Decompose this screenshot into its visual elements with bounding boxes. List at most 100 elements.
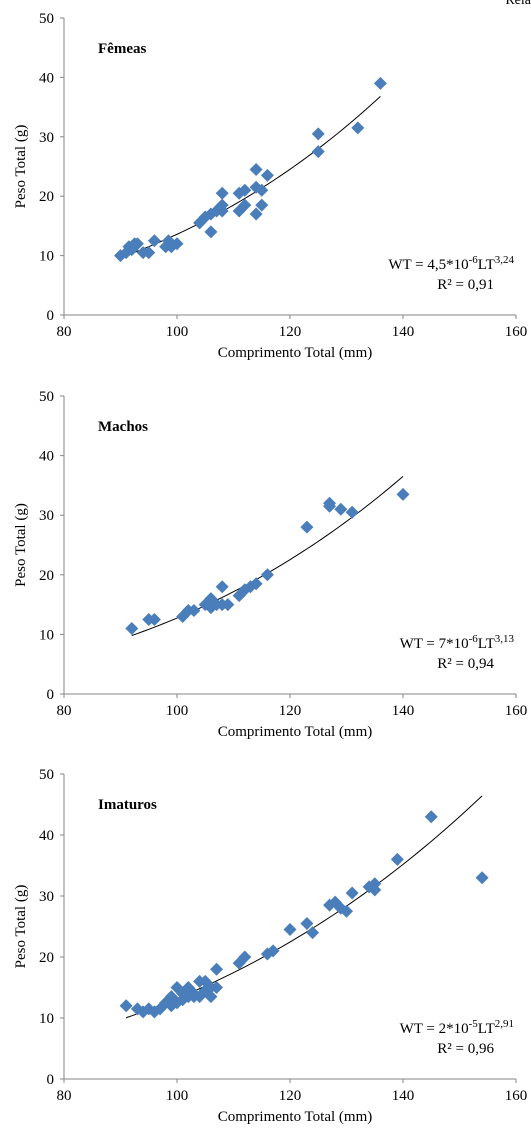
y-tick-label: 10 — [39, 627, 54, 643]
y-tick-label: 50 — [39, 767, 54, 783]
trend-equation: WT = 2*10-5LT2,91 — [400, 1018, 514, 1037]
y-tick-label: 30 — [39, 508, 54, 524]
r-squared: R² = 0,91 — [437, 277, 494, 293]
y-tick-label: 10 — [39, 1011, 54, 1027]
equation-prefix: WT = 2*10 — [400, 1021, 469, 1037]
data-point — [311, 145, 325, 159]
chart-3: 0 10 20 30 40 50 80 100 120 140 160 Comprimento Tot… — [13, 767, 527, 1125]
y-tick-label: 20 — [39, 950, 54, 966]
equation-mid: LT — [478, 257, 495, 273]
y-tick-label: 40 — [39, 449, 54, 465]
data-point — [221, 598, 235, 612]
y-tick-label: 50 — [39, 11, 54, 27]
data-point — [142, 246, 156, 260]
data-point — [255, 183, 269, 197]
data-point — [170, 237, 184, 251]
x-tick-label: 160 — [505, 324, 528, 340]
data-point — [323, 496, 337, 510]
y-axis-label: Peso Total (g) — [13, 503, 29, 587]
data-point — [368, 877, 382, 891]
series-points — [125, 487, 410, 635]
data-point — [396, 487, 410, 501]
x-tick-label: 80 — [57, 324, 72, 340]
equation-exp1: -6 — [469, 633, 479, 645]
y-tick-label: 30 — [39, 889, 54, 905]
x-tick-label: 80 — [57, 1088, 72, 1104]
equation-mid: LT — [478, 636, 495, 652]
data-point — [215, 204, 229, 218]
data-point — [351, 121, 365, 135]
data-point — [187, 604, 201, 618]
data-point — [249, 162, 263, 176]
chart-2: 0 10 20 30 40 50 80 100 120 140 160 Comprimento Tot… — [13, 389, 527, 740]
data-point — [283, 923, 297, 937]
data-point — [300, 520, 314, 534]
x-axis-label: Comprimento Total (mm) — [218, 345, 373, 361]
corner-text: Rela — [505, 0, 531, 8]
y-tick-label: 0 — [47, 687, 55, 703]
series-points — [119, 810, 489, 1019]
data-point — [215, 580, 229, 594]
y-tick-label: 10 — [39, 249, 54, 265]
x-tick-label: 160 — [505, 703, 528, 719]
chart-1: 0 10 20 30 40 50 80 100 120 140 160 Comprimento Tot… — [13, 11, 527, 361]
y-tick-label: 0 — [47, 308, 55, 324]
x-tick-label: 160 — [505, 1088, 528, 1104]
equation-exp2: 2,91 — [495, 1018, 514, 1030]
y-axis-label: Peso Total (g) — [13, 885, 29, 969]
equation-mid: LT — [478, 1021, 495, 1037]
data-point — [345, 505, 359, 519]
data-point — [238, 183, 252, 197]
data-point — [210, 962, 224, 976]
data-point — [340, 904, 353, 918]
r-squared: R² = 0,94 — [437, 656, 494, 672]
x-tick-label: 120 — [279, 703, 302, 719]
data-point — [238, 198, 252, 212]
panel-label: Fêmeas — [98, 41, 146, 57]
y-tick-label: 30 — [39, 130, 54, 146]
data-point — [311, 127, 325, 141]
y-tick-label: 40 — [39, 70, 54, 86]
data-point — [306, 926, 320, 940]
equation-prefix: WT = 7*10 — [400, 636, 469, 652]
trend-equation: WT = 7*10-6LT3,13 — [400, 633, 515, 652]
data-point — [373, 76, 387, 90]
data-point — [255, 198, 269, 212]
x-tick-label: 80 — [57, 703, 72, 719]
data-point — [345, 886, 359, 900]
x-tick-label: 140 — [392, 703, 415, 719]
data-point — [204, 990, 218, 1004]
data-point — [266, 944, 280, 958]
data-point — [125, 621, 139, 635]
y-tick-label: 0 — [47, 1072, 55, 1088]
trendline — [120, 96, 381, 259]
data-point — [249, 207, 263, 221]
data-point — [130, 237, 144, 251]
x-tick-label: 100 — [166, 324, 189, 340]
x-tick-label: 120 — [279, 1088, 302, 1104]
data-point — [210, 981, 224, 994]
y-axis-label: Peso Total (g) — [13, 125, 29, 209]
equation-exp1: -5 — [469, 1018, 479, 1030]
r-squared: R² = 0,96 — [437, 1041, 494, 1057]
panel-label: Machos — [98, 419, 148, 435]
data-point — [147, 613, 161, 626]
x-axis-label: Comprimento Total (mm) — [218, 724, 373, 740]
data-point — [334, 502, 348, 516]
data-point — [119, 999, 133, 1013]
y-tick-label: 20 — [39, 189, 54, 205]
equation-exp1: -6 — [469, 254, 479, 266]
trend-equation: WT = 4,5*10-6LT3,24 — [388, 254, 514, 273]
x-tick-label: 140 — [392, 1088, 415, 1104]
y-tick-label: 40 — [39, 828, 54, 844]
x-axis-label: Comprimento Total (mm) — [218, 1109, 373, 1125]
data-point — [204, 225, 218, 239]
equation-exp2: 3,13 — [495, 633, 515, 645]
data-point — [260, 168, 274, 182]
data-point — [238, 950, 252, 964]
data-point — [243, 580, 257, 594]
data-point — [424, 810, 438, 824]
x-tick-label: 140 — [392, 324, 415, 340]
